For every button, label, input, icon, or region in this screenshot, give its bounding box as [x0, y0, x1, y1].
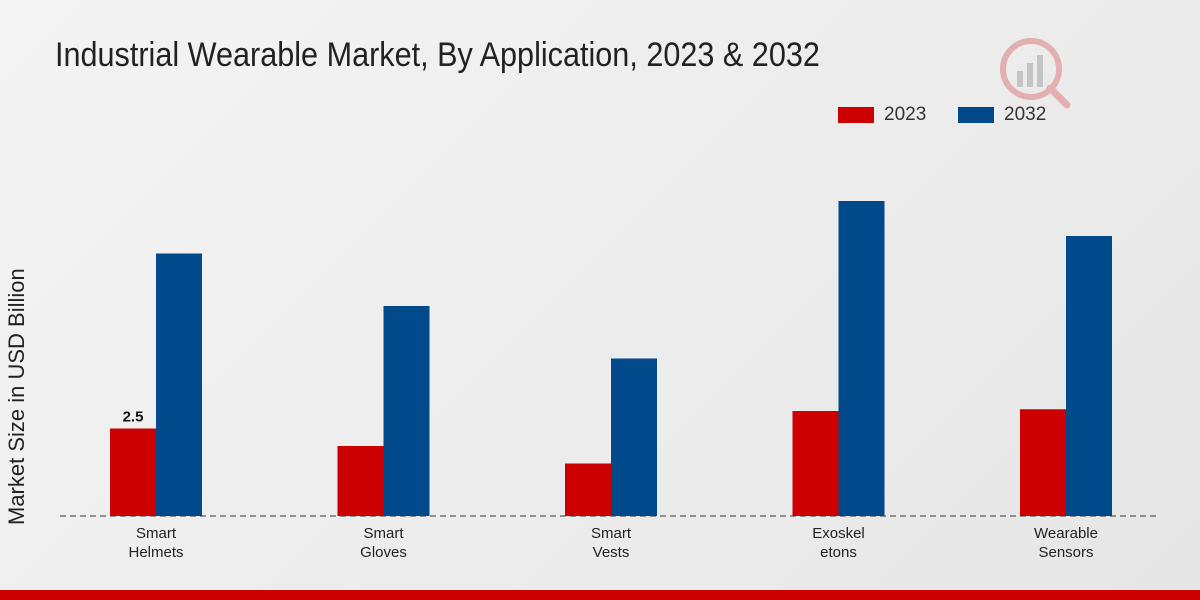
- bar-2023-0: [110, 428, 156, 516]
- bar-2032-2: [611, 358, 657, 516]
- bar-2023-3: [792, 411, 839, 516]
- legend-label-2023: 2023: [884, 104, 927, 125]
- x-tick-label-3-line-0: Exoskel: [812, 525, 865, 542]
- watermark-logo-icon: [1000, 38, 1071, 109]
- bar-2032-3: [838, 201, 885, 516]
- bar-2032-1: [383, 306, 430, 516]
- x-tick-label-2-line-0: Smart: [591, 525, 632, 542]
- legend-swatch-2032: [958, 107, 994, 123]
- bar-2023-4: [1020, 409, 1066, 516]
- x-tick-label-3-line-1: etons: [820, 544, 857, 561]
- legend-swatch-2023: [838, 107, 874, 123]
- x-tick-label-1-line-0: Smart: [363, 525, 404, 542]
- bar-2023-1: [337, 446, 384, 516]
- x-tick-label-2-line-1: Vests: [593, 544, 630, 561]
- x-tick-label-0-line-1: Helmets: [128, 544, 183, 561]
- x-tick-label-4-line-1: Sensors: [1038, 544, 1093, 561]
- bar-2032-0: [156, 253, 202, 516]
- legend-item-2023: 2023: [838, 104, 926, 126]
- legend-label-2032: 2032: [1004, 104, 1047, 125]
- bar-2023-2: [565, 463, 611, 516]
- chart-title: Industrial Wearable Market, By Applicati…: [55, 36, 820, 74]
- bar-2032-4: [1066, 236, 1112, 516]
- legend-item-2032: 2032: [958, 104, 1046, 126]
- footer-bar: [0, 590, 1200, 600]
- x-tick-label-4-line-0: Wearable: [1034, 525, 1098, 542]
- data-label-0: 2.5: [123, 409, 144, 426]
- x-tick-label-0-line-0: Smart: [136, 525, 177, 542]
- x-tick-label-1-line-1: Gloves: [360, 544, 407, 561]
